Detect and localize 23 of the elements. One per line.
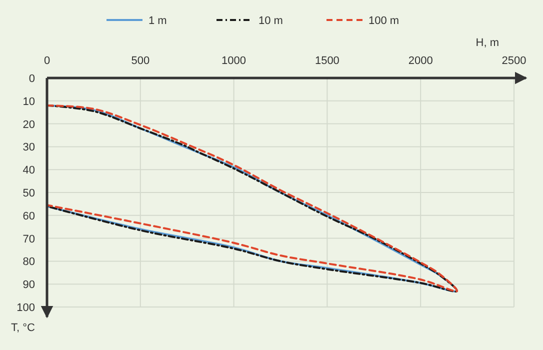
x-tick-label: 2000	[408, 55, 433, 67]
legend-label: 1 m	[148, 15, 167, 27]
legend-label: 100 m	[368, 15, 400, 27]
y-tick-label: 100	[16, 302, 35, 314]
y-tick-label: 0	[28, 73, 35, 85]
x-tick-label: 1000	[222, 55, 246, 67]
y-tick-label: 50	[22, 188, 35, 200]
y-tick-label: 30	[22, 142, 35, 154]
y-tick-label: 90	[22, 279, 35, 292]
line-series	[46, 104, 458, 292]
y-tick-label: 40	[22, 164, 35, 177]
y-axis-title: T, °C	[11, 322, 36, 334]
x-tick-label: 1500	[314, 55, 340, 67]
y-tick-label: 80	[22, 256, 35, 268]
legend-label: 10 m	[258, 15, 283, 27]
y-tick-label: 20	[22, 118, 35, 131]
x-axis-title: H, m	[476, 37, 499, 49]
x-tick-label: 0	[44, 55, 50, 67]
y-tick-label: 70	[22, 233, 35, 246]
x-tick-label: 500	[131, 55, 150, 67]
y-tick-label: 10	[22, 96, 35, 108]
x-tick-label: 2500	[502, 55, 526, 67]
y-tick-label: 60	[22, 210, 35, 222]
